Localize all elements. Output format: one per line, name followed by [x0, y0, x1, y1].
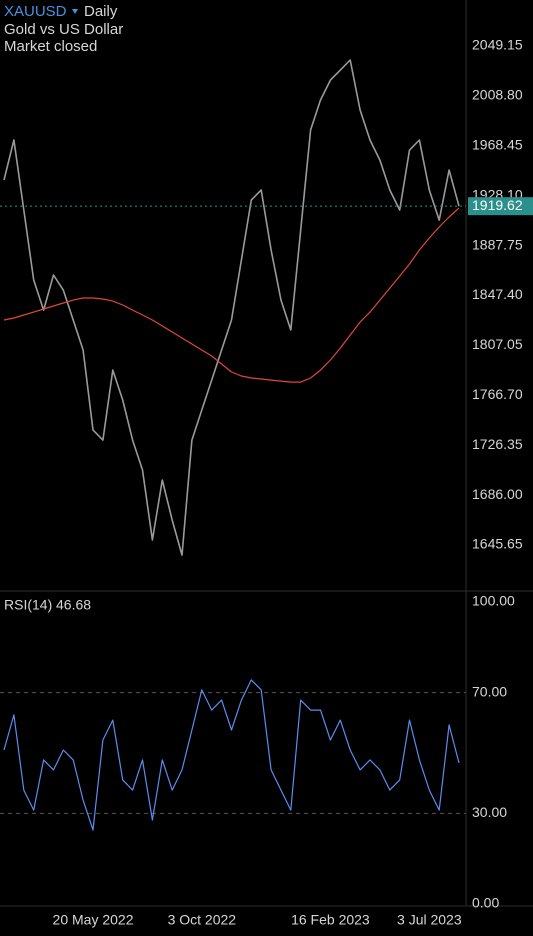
y-tick-label: 30.00	[472, 804, 507, 820]
y-tick-label: 1645.65	[472, 536, 523, 552]
x-tick-label: 3 Oct 2022	[168, 912, 237, 928]
series-line	[3, 207, 460, 383]
indicator-value: 46.68	[56, 597, 91, 613]
y-tick-label: 70.00	[472, 683, 507, 699]
y-tick-label: 2049.15	[472, 37, 523, 53]
y-tick-label: 0.00	[472, 895, 499, 911]
y-tick-label: 1968.45	[472, 137, 523, 153]
y-tick-label: 1766.70	[472, 386, 523, 402]
instrument-name: Gold vs US Dollar	[4, 21, 123, 38]
last-price-label: 1919.62	[472, 197, 523, 213]
y-tick-label: 1807.05	[472, 336, 523, 352]
market-status: Market closed	[4, 38, 97, 55]
y-tick-label: 1726.35	[472, 436, 523, 452]
interval[interactable]: Daily	[84, 3, 118, 20]
x-tick-label: 20 May 2022	[53, 912, 134, 928]
y-tick-label: 100.00	[472, 593, 515, 609]
x-tick-label: 3 Jul 2023	[397, 912, 462, 928]
x-tick-label: 16 Feb 2023	[291, 912, 370, 928]
series-line	[3, 679, 460, 831]
indicator-title: RSI(14)	[4, 597, 52, 613]
y-tick-label: 1887.75	[472, 236, 523, 252]
y-tick-label: 2008.80	[472, 87, 523, 103]
y-tick-label: 1847.40	[472, 286, 523, 302]
symbol-dropdown-icon[interactable]	[72, 9, 78, 14]
series-line	[3, 59, 460, 556]
y-tick-label: 1686.00	[472, 486, 523, 502]
symbol[interactable]: XAUUSD	[4, 3, 67, 20]
last-price-box	[468, 197, 533, 216]
